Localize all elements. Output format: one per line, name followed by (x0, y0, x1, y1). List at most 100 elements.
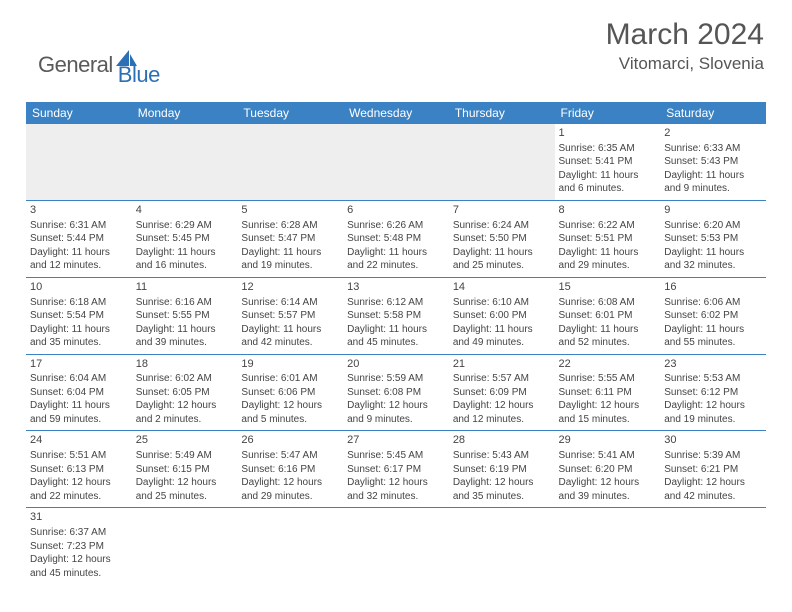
weekday-header-row: Sunday Monday Tuesday Wednesday Thursday… (26, 102, 766, 124)
day-number: 30 (664, 433, 762, 448)
day-number: 20 (347, 357, 445, 372)
sunset-line: Sunset: 5:41 PM (559, 155, 657, 169)
day-number: 31 (30, 510, 128, 525)
day-number: 9 (664, 203, 762, 218)
sunrise-line: Sunrise: 5:59 AM (347, 372, 445, 386)
calendar-cell: 15Sunrise: 6:08 AMSunset: 6:01 PMDayligh… (555, 277, 661, 354)
sunrise-line: Sunrise: 6:35 AM (559, 142, 657, 156)
weekday-header: Sunday (26, 102, 132, 124)
calendar-cell: 29Sunrise: 5:41 AMSunset: 6:20 PMDayligh… (555, 431, 661, 508)
sunrise-line: Sunrise: 5:39 AM (664, 449, 762, 463)
sunset-line: Sunset: 5:43 PM (664, 155, 762, 169)
calendar-cell: 12Sunrise: 6:14 AMSunset: 5:57 PMDayligh… (237, 277, 343, 354)
day-number: 11 (136, 280, 234, 295)
sunrise-line: Sunrise: 6:22 AM (559, 219, 657, 233)
calendar-cell: 10Sunrise: 6:18 AMSunset: 5:54 PMDayligh… (26, 277, 132, 354)
daylight-line: Daylight: 11 hours and 29 minutes. (559, 246, 657, 273)
day-number: 26 (241, 433, 339, 448)
sunrise-line: Sunrise: 6:18 AM (30, 296, 128, 310)
daylight-line: Daylight: 11 hours and 59 minutes. (30, 399, 128, 426)
sunset-line: Sunset: 6:12 PM (664, 386, 762, 400)
day-number: 19 (241, 357, 339, 372)
daylight-line: Daylight: 12 hours and 15 minutes. (559, 399, 657, 426)
sunrise-line: Sunrise: 5:47 AM (241, 449, 339, 463)
daylight-line: Daylight: 11 hours and 6 minutes. (559, 169, 657, 196)
day-number: 6 (347, 203, 445, 218)
sunset-line: Sunset: 6:15 PM (136, 463, 234, 477)
daylight-line: Daylight: 11 hours and 22 minutes. (347, 246, 445, 273)
sunrise-line: Sunrise: 6:29 AM (136, 219, 234, 233)
sunrise-line: Sunrise: 6:04 AM (30, 372, 128, 386)
sunset-line: Sunset: 6:13 PM (30, 463, 128, 477)
sunset-line: Sunset: 5:50 PM (453, 232, 551, 246)
daylight-line: Daylight: 11 hours and 19 minutes. (241, 246, 339, 273)
day-number: 16 (664, 280, 762, 295)
sunrise-line: Sunrise: 5:55 AM (559, 372, 657, 386)
day-number: 12 (241, 280, 339, 295)
sunrise-line: Sunrise: 6:01 AM (241, 372, 339, 386)
sunrise-line: Sunrise: 6:31 AM (30, 219, 128, 233)
sunset-line: Sunset: 5:54 PM (30, 309, 128, 323)
calendar-row: 17Sunrise: 6:04 AMSunset: 6:04 PMDayligh… (26, 354, 766, 431)
day-number: 17 (30, 357, 128, 372)
sunrise-line: Sunrise: 5:57 AM (453, 372, 551, 386)
calendar-row: 10Sunrise: 6:18 AMSunset: 5:54 PM Dayligh… (26, 277, 766, 354)
sunset-line: Sunset: 6:16 PM (241, 463, 339, 477)
sunset-line: Sunset: 6:00 PM (453, 309, 551, 323)
sunset-line: Sunset: 5:53 PM (664, 232, 762, 246)
sunset-line: Sunset: 5:48 PM (347, 232, 445, 246)
daylight-line: Daylight: 12 hours and 29 minutes. (241, 476, 339, 503)
calendar-cell (237, 124, 343, 200)
day-number: 27 (347, 433, 445, 448)
sunset-line: Sunset: 6:02 PM (664, 309, 762, 323)
sunset-line: Sunset: 6:08 PM (347, 386, 445, 400)
daylight-line: Daylight: 12 hours and 45 minutes. (30, 553, 128, 580)
daylight-line: Daylight: 11 hours and 49 minutes. (453, 323, 551, 350)
calendar-cell (237, 508, 343, 584)
calendar-cell: 4Sunrise: 6:29 AMSunset: 5:45 PMDaylight… (132, 200, 238, 277)
page-header: General Blue March 2024 Vitomarci, Slove… (0, 0, 792, 96)
weekday-header: Monday (132, 102, 238, 124)
day-number: 25 (136, 433, 234, 448)
daylight-line: Daylight: 11 hours and 52 minutes. (559, 323, 657, 350)
daylight-line: Daylight: 12 hours and 35 minutes. (453, 476, 551, 503)
day-number: 21 (453, 357, 551, 372)
sunrise-line: Sunrise: 6:06 AM (664, 296, 762, 310)
calendar-cell: 21Sunrise: 5:57 AMSunset: 6:09 PMDayligh… (449, 354, 555, 431)
sunset-line: Sunset: 6:19 PM (453, 463, 551, 477)
daylight-line: Daylight: 12 hours and 12 minutes. (453, 399, 551, 426)
weekday-header: Friday (555, 102, 661, 124)
calendar-cell (449, 124, 555, 200)
sunrise-line: Sunrise: 5:49 AM (136, 449, 234, 463)
sunrise-line: Sunrise: 6:08 AM (559, 296, 657, 310)
day-number: 13 (347, 280, 445, 295)
calendar-cell: 25Sunrise: 5:49 AMSunset: 6:15 PMDayligh… (132, 431, 238, 508)
sunrise-line: Sunrise: 6:26 AM (347, 219, 445, 233)
sunset-line: Sunset: 5:44 PM (30, 232, 128, 246)
day-number: 4 (136, 203, 234, 218)
sunrise-line: Sunrise: 5:43 AM (453, 449, 551, 463)
location: Vitomarci, Slovenia (606, 54, 764, 74)
daylight-line: Daylight: 11 hours and 16 minutes. (136, 246, 234, 273)
day-number: 10 (30, 280, 128, 295)
day-number: 3 (30, 203, 128, 218)
calendar-cell: 17Sunrise: 6:04 AMSunset: 6:04 PMDayligh… (26, 354, 132, 431)
logo-text-general: General (38, 52, 113, 78)
daylight-line: Daylight: 11 hours and 39 minutes. (136, 323, 234, 350)
month-title: March 2024 (606, 18, 764, 52)
sunrise-line: Sunrise: 6:14 AM (241, 296, 339, 310)
daylight-line: Daylight: 11 hours and 9 minutes. (664, 169, 762, 196)
daylight-line: Daylight: 11 hours and 45 minutes. (347, 323, 445, 350)
calendar-cell: 5Sunrise: 6:28 AMSunset: 5:47 PMDaylight… (237, 200, 343, 277)
calendar-row: 31Sunrise: 6:37 AMSunset: 7:23 PMDayligh… (26, 508, 766, 584)
calendar-cell (555, 508, 661, 584)
daylight-line: Daylight: 12 hours and 39 minutes. (559, 476, 657, 503)
day-number: 7 (453, 203, 551, 218)
sunrise-line: Sunrise: 6:02 AM (136, 372, 234, 386)
weekday-header: Wednesday (343, 102, 449, 124)
sunset-line: Sunset: 6:04 PM (30, 386, 128, 400)
sunset-line: Sunset: 6:09 PM (453, 386, 551, 400)
calendar-table: Sunday Monday Tuesday Wednesday Thursday… (26, 102, 766, 584)
calendar-cell: 9Sunrise: 6:20 AMSunset: 5:53 PMDaylight… (660, 200, 766, 277)
sunset-line: Sunset: 6:20 PM (559, 463, 657, 477)
